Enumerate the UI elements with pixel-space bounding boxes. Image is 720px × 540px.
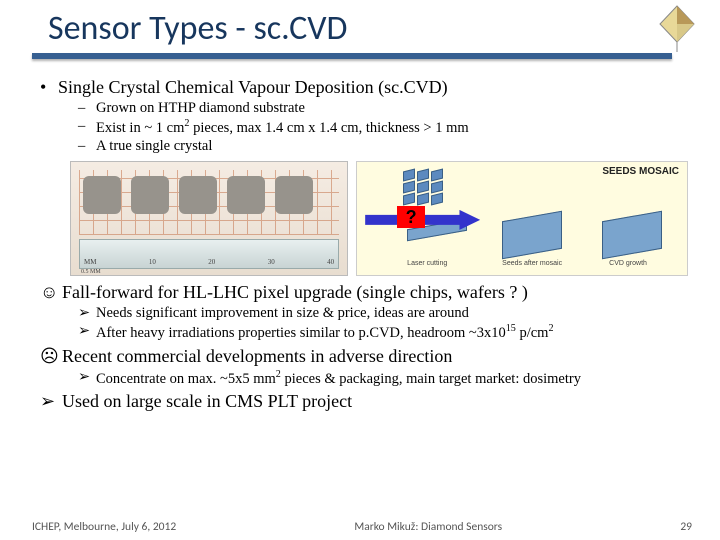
sad-sub: ➢ Concentrate on max. ~5x5 mm2 pieces & …	[78, 369, 688, 388]
main-bullet-text: Single Crystal Chemical Vapour Depositio…	[58, 77, 688, 98]
final-bullet: ➢ Used on large scale in CMS PLT project	[40, 391, 688, 412]
mosaic-diagram: SEEDS MOSAIC ? Seeds after mosaic CVD gr…	[356, 161, 688, 276]
happy-sub-2: ➢ After heavy irradiations properties si…	[78, 323, 688, 342]
ruler-bar: MM 10 20 30 40	[79, 239, 339, 269]
happy-sub-1: ➢ Needs significant improvement in size …	[78, 305, 688, 322]
content-area: • Single Crystal Chemical Vapour Deposit…	[0, 59, 720, 412]
mosaic-label: SEEDS MOSAIC	[602, 166, 679, 177]
sub-bullet-a: – Grown on HTHP diamond substrate	[78, 100, 688, 117]
frown-icon: ☹	[40, 346, 62, 367]
happy-bullet: ☺ Fall-forward for HL-LHC pixel upgrade …	[40, 282, 688, 303]
slide-title: Sensor Types - sc.CVD	[0, 0, 720, 49]
wafer-photo: MM 10 20 30 40 0.5 MM	[70, 161, 348, 276]
footer: ICHEP, Melbourne, July 6, 2012 Marko Mik…	[0, 520, 720, 534]
sub-bullet-c: – A true single crystal	[78, 138, 688, 155]
main-bullet: • Single Crystal Chemical Vapour Deposit…	[40, 77, 688, 98]
mosaic-question: ?	[397, 206, 425, 228]
image-row: MM 10 20 30 40 0.5 MM SEEDS MOSAIC ? See…	[70, 161, 688, 276]
sub-bullet-b: – Exist in ~ 1 cm2 pieces, max 1.4 cm x …	[78, 118, 688, 137]
smile-icon: ☺	[40, 282, 62, 303]
logo-icon	[652, 2, 702, 52]
footer-center: Marko Mikuž: Diamond Sensors	[354, 520, 502, 534]
page-number: 29	[680, 520, 692, 534]
footer-left: ICHEP, Melbourne, July 6, 2012	[32, 520, 176, 534]
sad-bullet: ☹ Recent commercial developments in adve…	[40, 346, 688, 367]
